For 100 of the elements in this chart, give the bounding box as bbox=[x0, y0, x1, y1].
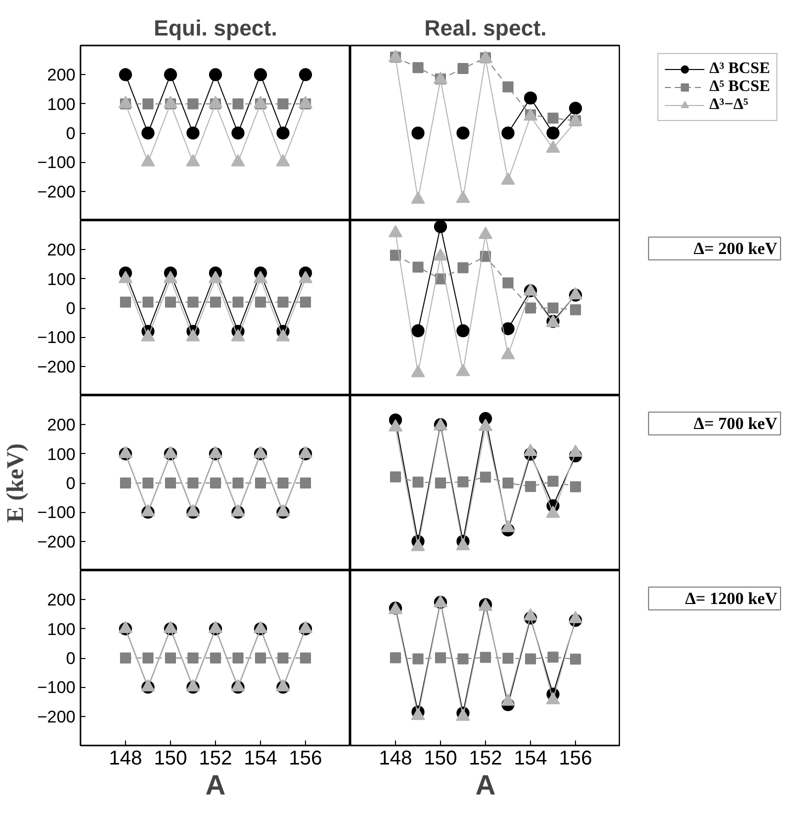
x-tick-label: 154 bbox=[514, 748, 548, 770]
point bbox=[458, 476, 468, 488]
point bbox=[525, 481, 536, 492]
y-tick-label: 100 bbox=[47, 94, 76, 114]
point bbox=[298, 96, 312, 108]
point bbox=[501, 172, 515, 185]
point bbox=[480, 652, 491, 663]
text: Δ= 1200 keV bbox=[685, 589, 778, 608]
point bbox=[501, 346, 515, 360]
point bbox=[435, 652, 446, 664]
y-tick-label: 100 bbox=[47, 270, 76, 289]
point bbox=[412, 262, 424, 273]
point bbox=[524, 92, 537, 104]
point bbox=[118, 96, 132, 108]
point bbox=[232, 478, 244, 488]
point bbox=[120, 296, 131, 308]
x-tick-label: 156 bbox=[558, 748, 592, 770]
point bbox=[299, 68, 312, 82]
point bbox=[390, 471, 401, 482]
legend-label: Δ³−Δ⁵ bbox=[709, 96, 748, 114]
y-tick-label: 100 bbox=[47, 444, 76, 464]
y-tick-label: −200 bbox=[37, 707, 76, 726]
point bbox=[254, 96, 268, 108]
point bbox=[456, 324, 470, 338]
point bbox=[142, 296, 154, 308]
point bbox=[480, 472, 491, 483]
y-tick-label: 200 bbox=[47, 590, 76, 610]
y-tick-label: 0 bbox=[66, 124, 76, 143]
y-tick-label: 200 bbox=[47, 66, 76, 85]
point bbox=[164, 96, 178, 108]
y-tick-label: −200 bbox=[37, 182, 76, 202]
point bbox=[188, 652, 198, 664]
point bbox=[209, 68, 222, 82]
y-axis-title: E (keV) bbox=[3, 443, 30, 523]
point bbox=[458, 262, 468, 274]
point bbox=[434, 220, 447, 234]
point bbox=[546, 140, 560, 153]
x-tick-label: 152 bbox=[468, 748, 502, 770]
point bbox=[119, 68, 132, 82]
chart-title: Equi. spect. bbox=[154, 16, 278, 40]
point bbox=[548, 112, 558, 124]
text: Δ= 200 keV bbox=[694, 239, 778, 258]
point bbox=[570, 481, 581, 492]
x-axis-title: A bbox=[205, 770, 226, 800]
point bbox=[570, 654, 581, 665]
y-tick-label: 0 bbox=[66, 299, 76, 318]
point bbox=[411, 365, 425, 378]
point bbox=[142, 126, 154, 140]
point bbox=[188, 478, 198, 488]
point bbox=[254, 68, 267, 82]
point bbox=[276, 126, 290, 140]
point bbox=[276, 154, 290, 166]
x-tick-label: 148 bbox=[378, 748, 412, 770]
y-tick-label: −100 bbox=[37, 153, 76, 172]
point bbox=[232, 98, 244, 110]
x-tick-label: 156 bbox=[288, 748, 322, 770]
y-tick-label: 0 bbox=[66, 649, 76, 668]
point bbox=[165, 652, 176, 664]
point bbox=[165, 478, 176, 488]
point bbox=[232, 126, 244, 140]
point bbox=[278, 652, 288, 664]
point bbox=[232, 296, 244, 308]
chart-title: Real. spect. bbox=[424, 16, 547, 40]
point bbox=[120, 652, 131, 664]
point bbox=[231, 154, 245, 166]
point bbox=[502, 277, 514, 288]
point bbox=[165, 296, 176, 308]
point bbox=[186, 154, 200, 166]
point bbox=[300, 296, 311, 308]
point bbox=[255, 652, 266, 664]
point bbox=[546, 126, 560, 140]
y-tick-label: 0 bbox=[66, 474, 76, 493]
point bbox=[278, 98, 288, 110]
point bbox=[300, 652, 311, 664]
point bbox=[164, 68, 177, 82]
x-tick-label: 150 bbox=[154, 748, 188, 770]
y-tick-label: 100 bbox=[47, 620, 76, 639]
point bbox=[390, 652, 401, 664]
y-tick-label: −200 bbox=[37, 532, 76, 552]
point bbox=[142, 652, 154, 664]
x-tick-label: 148 bbox=[108, 748, 142, 770]
text: Δ= 700 keV bbox=[694, 414, 778, 433]
point bbox=[255, 478, 266, 488]
point bbox=[210, 652, 221, 664]
point bbox=[548, 652, 558, 663]
point bbox=[412, 476, 424, 488]
point bbox=[141, 154, 155, 166]
point bbox=[570, 304, 581, 316]
point bbox=[525, 302, 536, 314]
y-tick-label: −100 bbox=[37, 678, 76, 698]
point bbox=[412, 324, 424, 338]
point bbox=[412, 653, 424, 664]
point bbox=[548, 476, 558, 487]
y-tick-label: −100 bbox=[37, 503, 76, 522]
point bbox=[456, 190, 470, 203]
y-tick-label: −100 bbox=[37, 328, 76, 348]
point bbox=[142, 98, 154, 110]
y-tick-label: 200 bbox=[47, 240, 76, 260]
x-tick-label: 150 bbox=[424, 748, 458, 770]
x-tick-label: 152 bbox=[198, 748, 232, 770]
